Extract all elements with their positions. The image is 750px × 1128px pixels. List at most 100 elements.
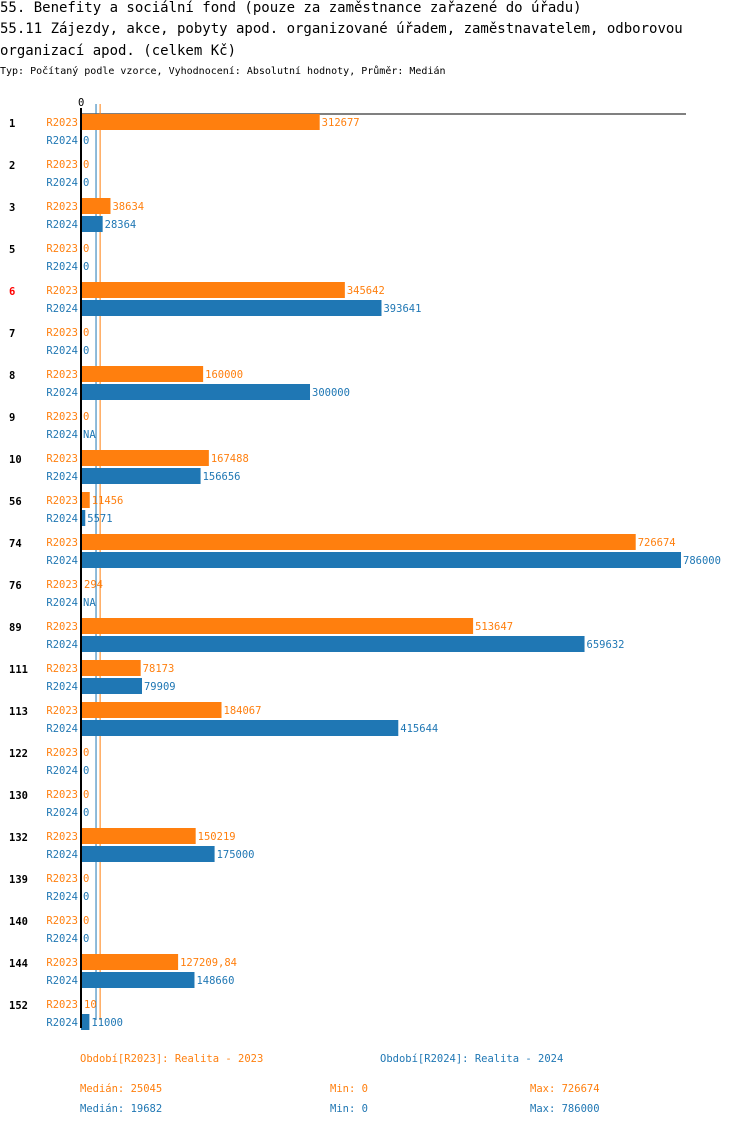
bar-r2023 — [81, 702, 222, 718]
r2023-min: Min: 0 — [330, 1083, 368, 1095]
series-label: R2024 — [46, 303, 78, 315]
bar-r2023 — [81, 954, 179, 970]
series-label: R2024 — [46, 513, 78, 525]
data-label: 184067 — [224, 705, 262, 717]
bar-r2024 — [81, 300, 382, 316]
series-label: R2023 — [46, 327, 78, 339]
series-label: R2023 — [46, 285, 78, 297]
series-label: R2024 — [46, 681, 78, 693]
data-label: 78173 — [143, 663, 175, 675]
series-label: R2023 — [46, 663, 78, 675]
x-tick-label: 0 — [78, 97, 84, 109]
data-label: 312677 — [322, 117, 360, 129]
bar-r2023 — [81, 450, 209, 466]
series-label: R2024 — [46, 933, 78, 945]
category-label: 152 — [9, 1000, 28, 1012]
data-label: 28364 — [105, 219, 137, 231]
bar-r2024 — [81, 384, 311, 400]
data-label: 0 — [83, 789, 89, 801]
chart-subtitle: Typ: Počítaný podle vzorce, Vyhodnocení:… — [0, 66, 446, 77]
series-label: R2024 — [46, 849, 78, 861]
data-label: 0 — [83, 747, 89, 759]
category-label: 2 — [9, 160, 15, 172]
bar-r2024 — [81, 720, 399, 736]
category-label: 122 — [9, 748, 28, 760]
r2024-min: Min: 0 — [330, 1103, 368, 1115]
series-label: R2023 — [46, 159, 78, 171]
data-label: 38634 — [112, 201, 144, 213]
bar-r2024 — [81, 678, 142, 694]
bar-r2023 — [81, 366, 204, 382]
series-label: R2023 — [46, 369, 78, 381]
data-label: 659632 — [587, 639, 625, 651]
data-label: 300000 — [312, 387, 350, 399]
category-label: 144 — [9, 958, 28, 970]
data-label: 0 — [83, 765, 89, 777]
series-label: R2024 — [46, 639, 78, 651]
category-label: 5 — [9, 244, 15, 256]
data-label: 0 — [83, 177, 89, 189]
data-label: 150219 — [198, 831, 236, 843]
series-label: R2023 — [46, 621, 78, 633]
data-label: 393641 — [383, 303, 421, 315]
bar-r2023 — [81, 618, 474, 634]
series-label: R2023 — [46, 243, 78, 255]
series-label: R2024 — [46, 471, 78, 483]
bar-r2023 — [81, 282, 345, 298]
legend-r2023: Období[R2023]: Realita - 2023 — [80, 1053, 264, 1065]
series-label: R2024 — [46, 597, 78, 609]
series-label: R2023 — [46, 789, 78, 801]
data-label: 415644 — [400, 723, 438, 735]
series-label: R2023 — [46, 873, 78, 885]
bar-r2024 — [81, 552, 681, 568]
series-label: R2023 — [46, 957, 78, 969]
bar-r2023 — [81, 198, 111, 214]
data-label: 786000 — [683, 555, 721, 567]
data-label: 0 — [83, 873, 89, 885]
data-label: NA — [83, 597, 96, 609]
series-label: R2024 — [46, 177, 78, 189]
category-label: 132 — [9, 832, 28, 844]
data-label: NA — [83, 429, 96, 441]
category-label: 89 — [9, 622, 22, 634]
category-label: 10 — [9, 454, 22, 466]
series-label: R2024 — [46, 807, 78, 819]
data-label: 0 — [83, 411, 89, 423]
series-label: R2023 — [46, 999, 78, 1011]
chart-title-line2: 55.11 Zájezdy, akce, pobyty apod. organi… — [0, 21, 683, 37]
data-label: 0 — [83, 345, 89, 357]
category-label: 76 — [9, 580, 22, 592]
bar-r2024 — [81, 846, 215, 862]
series-label: R2023 — [46, 453, 78, 465]
series-label: R2024 — [46, 723, 78, 735]
bar-r2024 — [81, 510, 86, 526]
data-label: 160000 — [205, 369, 243, 381]
category-label: 3 — [9, 202, 15, 214]
series-label: R2024 — [46, 345, 78, 357]
series-label: R2023 — [46, 579, 78, 591]
series-label: R2024 — [46, 135, 78, 147]
data-label: 156656 — [203, 471, 241, 483]
bar-r2023 — [81, 660, 141, 676]
data-label: 148660 — [196, 975, 234, 987]
series-label: R2023 — [46, 747, 78, 759]
bar-r2023 — [81, 114, 320, 130]
series-label: R2023 — [46, 537, 78, 549]
category-label: 7 — [9, 328, 15, 340]
data-label: 726674 — [638, 537, 676, 549]
category-label: 130 — [9, 790, 28, 802]
series-label: R2023 — [46, 117, 78, 129]
series-label: R2024 — [46, 1017, 78, 1029]
series-label: R2024 — [46, 387, 78, 399]
category-label: 111 — [9, 664, 28, 676]
series-label: R2024 — [46, 975, 78, 987]
data-label: 127209,84 — [180, 957, 237, 969]
legend-r2024: Období[R2024]: Realita - 2024 — [380, 1053, 564, 1065]
data-label: 513647 — [475, 621, 513, 633]
bar-r2024 — [81, 636, 585, 652]
data-label: 79909 — [144, 681, 176, 693]
r2023-median: Medián: 25045 — [80, 1083, 163, 1095]
data-label: 0 — [83, 261, 89, 273]
series-label: R2023 — [46, 705, 78, 717]
series-label: R2023 — [46, 495, 78, 507]
